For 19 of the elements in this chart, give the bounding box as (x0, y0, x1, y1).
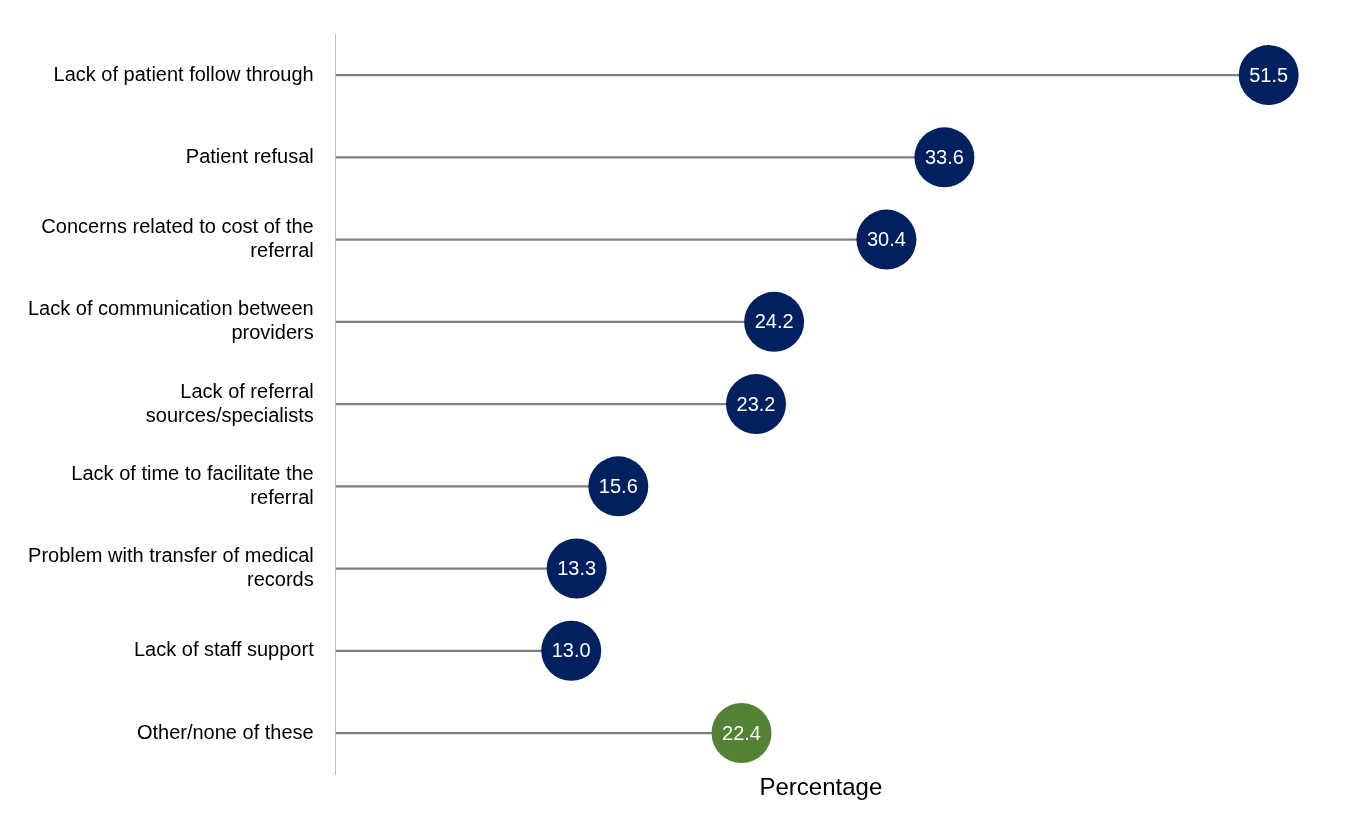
data-label: 30.4 (866, 228, 906, 251)
data-label: 13.0 (551, 639, 591, 662)
data-label: 24.2 (754, 310, 794, 333)
data-label: 22.4 (722, 721, 761, 744)
y-tick-label: Concerns related to cost of the referral (41, 215, 314, 262)
y-tick-label: Other/none of these (136, 720, 314, 743)
data-label: 13.3 (557, 557, 597, 580)
data-label: 33.6 (924, 145, 964, 168)
data-label: 23.2 (736, 392, 776, 415)
data-label: 51.5 (1249, 63, 1289, 86)
y-tick-label: Lack of communication between providers (27, 297, 314, 344)
data-label: 15.6 (598, 474, 638, 497)
y-tick-label: Lack of staff support (133, 638, 315, 661)
y-tick-label: Problem with transfer of medical records (28, 544, 314, 591)
x-axis-title: Percentage (759, 773, 883, 801)
y-tick-label: Lack of time to facilitate the referral (71, 461, 314, 508)
y-tick-label: Patient refusal (185, 144, 314, 167)
y-tick-label: Lack of referral sources/specialists (145, 379, 314, 426)
y-tick-label: Lack of patient follow through (53, 62, 314, 85)
